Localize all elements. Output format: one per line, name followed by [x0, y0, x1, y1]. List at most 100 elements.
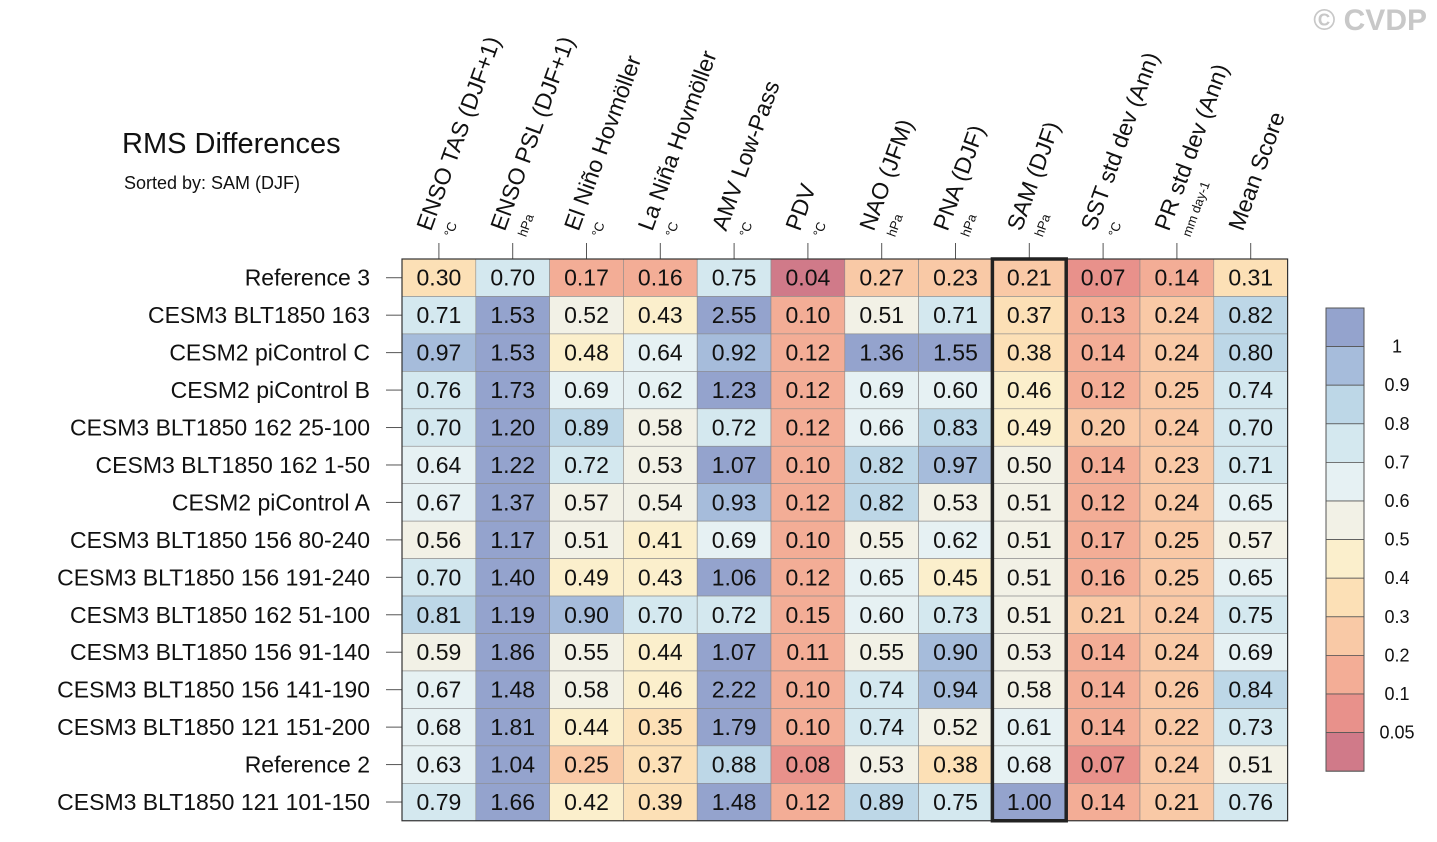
cell-value: 0.26	[1155, 677, 1200, 703]
cell-value: 0.10	[786, 527, 831, 553]
row-label: Reference 2	[245, 752, 370, 778]
heatmap-cell	[475, 745, 550, 784]
cell-value: 0.14	[1081, 789, 1126, 815]
colorbar-segment	[1325, 423, 1365, 463]
cell-value: 0.51	[1007, 564, 1052, 590]
row-label: CESM2 piControl A	[172, 489, 371, 515]
colorbar-segment	[1325, 655, 1365, 695]
cell-value: 0.60	[933, 377, 978, 403]
cell-value: 0.68	[417, 714, 462, 740]
cell-value: 1.40	[490, 564, 535, 590]
column-label: SST std dev (Ann)	[1075, 49, 1164, 234]
heatmap-cell-labels: 0.30 0.70 0.17 0.16 0.75 0.04 0.27 0.23 0.21 0.07…	[417, 265, 1274, 815]
cell-value: 0.56	[417, 527, 462, 553]
cell-value: 0.82	[859, 489, 904, 515]
heatmap-cell	[918, 633, 993, 672]
cell-value: 0.04	[786, 265, 831, 291]
heatmap-cell	[475, 708, 550, 747]
heatmap-cell	[696, 445, 772, 485]
column-unit: °C	[1105, 220, 1124, 239]
column-header: PNA (DJF)hPa	[928, 122, 990, 239]
heatmap-cell	[401, 371, 477, 410]
cell-value: 0.12	[786, 489, 831, 515]
cell-value: 0.21	[1081, 602, 1126, 628]
cell-value: 0.94	[933, 677, 978, 703]
cell-value: 0.67	[417, 489, 462, 515]
heatmap-cell	[844, 708, 919, 747]
cell-value: 1.04	[490, 752, 535, 778]
cell-value: 0.14	[1081, 639, 1126, 665]
column-unit: °C	[736, 220, 755, 239]
heatmap-cell	[1139, 408, 1215, 447]
heatmap-cell	[401, 558, 477, 597]
colorbar-label: 0.05	[1379, 723, 1414, 743]
cell-value: 0.31	[1228, 265, 1273, 291]
heatmap-cell	[696, 595, 772, 634]
heatmap-cell	[1139, 445, 1215, 485]
cell-value: 0.73	[933, 602, 978, 628]
heatmap-cell	[1065, 708, 1141, 747]
cell-value: 0.53	[933, 489, 978, 515]
cell-value: 0.64	[638, 340, 683, 366]
heatmap-cell	[1213, 670, 1288, 709]
heatmap-cell	[992, 708, 1067, 747]
cell-value: 0.38	[1007, 340, 1052, 366]
heatmap-cell	[401, 445, 477, 485]
colorbar-label: 0.8	[1384, 414, 1409, 434]
heatmap-cell	[770, 633, 846, 672]
heatmap-cell	[696, 408, 772, 447]
cell-value: 0.23	[1155, 452, 1200, 478]
cell-value: 0.74	[859, 714, 904, 740]
row-label: CESM3 BLT1850 121 151-200	[57, 714, 370, 740]
colorbar-segment	[1325, 693, 1365, 733]
heatmap-cell	[696, 483, 772, 522]
heatmap-cell	[475, 371, 550, 410]
column-unit: °C	[441, 220, 460, 239]
cell-value: 0.38	[933, 752, 978, 778]
cell-value: 0.54	[638, 489, 683, 515]
cell-value: 0.41	[638, 527, 683, 553]
cell-value: 0.82	[859, 452, 904, 478]
cell-value: 1.73	[490, 377, 535, 403]
column-unit: °C	[589, 220, 608, 239]
heatmap-cell	[1213, 408, 1288, 447]
cell-value: 0.51	[564, 527, 609, 553]
heatmap-cell	[549, 558, 624, 597]
colorbar-segment	[1325, 732, 1365, 772]
colorbar-segment	[1325, 461, 1365, 502]
row-label: CESM3 BLT1850 156 141-190	[57, 677, 370, 703]
cell-value: 0.45	[933, 564, 978, 590]
colorbar-segment	[1325, 577, 1365, 618]
heatmap-cell	[1139, 595, 1215, 634]
cell-value: 0.83	[933, 415, 978, 441]
colorbar-label: 0.5	[1384, 530, 1409, 550]
heatmap-cell	[1139, 745, 1215, 784]
heatmap-cell	[770, 333, 846, 372]
cell-value: 0.58	[638, 415, 683, 441]
cell-value: 0.51	[859, 302, 904, 328]
cell-value: 0.44	[638, 639, 683, 665]
colorbar-label: 0.7	[1384, 452, 1409, 472]
cell-value: 1.20	[490, 415, 535, 441]
heatmap-border	[401, 258, 1289, 822]
heatmap-cell	[844, 595, 919, 634]
row-label: CESM3 BLT1850 121 101-150	[57, 789, 370, 815]
heatmap-cell	[992, 670, 1067, 709]
cell-value: 0.12	[786, 415, 831, 441]
column-header: NAO (JFM)hPa	[854, 116, 918, 239]
cell-value: 0.12	[1081, 377, 1126, 403]
heatmap-cell	[475, 258, 550, 297]
cell-value: 0.51	[1007, 527, 1052, 553]
heatmap-cell	[696, 558, 772, 597]
cell-value: 1.37	[490, 489, 535, 515]
cell-value: 0.89	[564, 415, 609, 441]
heatmap-cell	[401, 296, 477, 335]
cell-value: 0.69	[712, 527, 757, 553]
heatmap-cell	[623, 708, 698, 747]
column-unit: °C	[662, 220, 681, 239]
cell-value: 0.70	[417, 415, 462, 441]
cell-value: 0.69	[1228, 639, 1273, 665]
cell-value: 0.80	[1228, 340, 1273, 366]
cell-value: 0.37	[1007, 302, 1052, 328]
heatmap-cells	[401, 258, 1288, 822]
